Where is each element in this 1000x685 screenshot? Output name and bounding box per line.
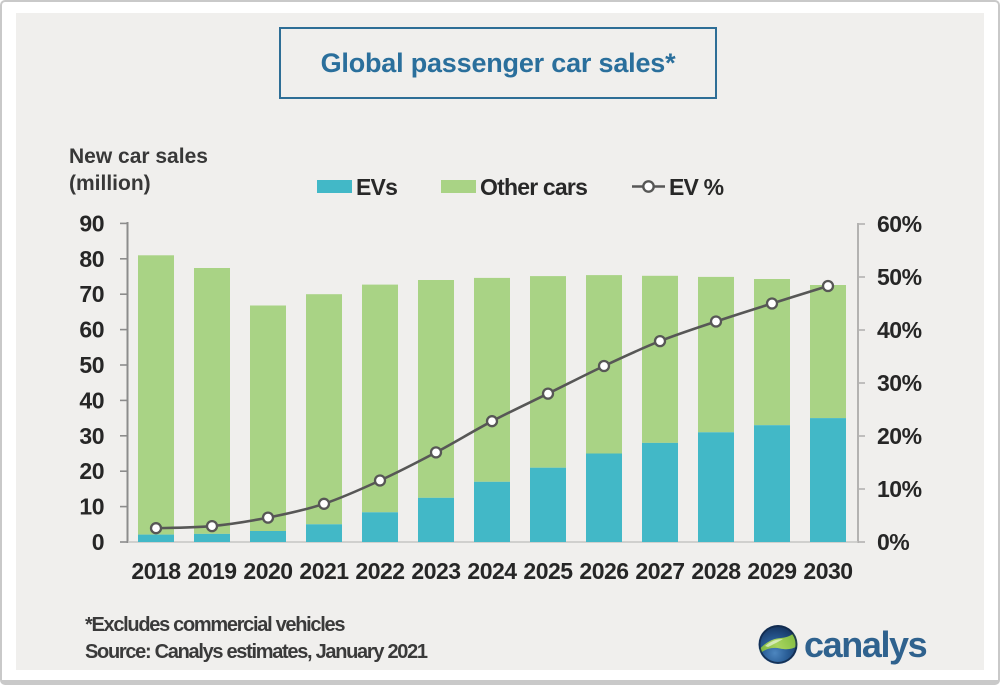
svg-text:10: 10	[79, 494, 104, 520]
svg-text:2020: 2020	[243, 558, 292, 584]
svg-text:2028: 2028	[691, 558, 741, 584]
svg-text:40%: 40%	[877, 317, 922, 343]
svg-text:30%: 30%	[877, 370, 922, 396]
svg-text:2019: 2019	[187, 558, 236, 584]
svg-text:80: 80	[79, 246, 104, 272]
svg-text:40: 40	[79, 387, 104, 413]
svg-text:20%: 20%	[877, 423, 922, 449]
svg-text:2029: 2029	[747, 558, 796, 584]
svg-text:20: 20	[79, 458, 104, 484]
svg-text:2021: 2021	[299, 558, 349, 584]
svg-text:60%: 60%	[877, 211, 922, 237]
svg-text:2027: 2027	[635, 558, 684, 584]
svg-text:2024: 2024	[467, 558, 517, 584]
svg-text:2030: 2030	[803, 558, 852, 584]
svg-text:90: 90	[79, 210, 104, 236]
svg-text:2026: 2026	[579, 558, 628, 584]
svg-text:2022: 2022	[355, 558, 404, 584]
svg-text:10%: 10%	[877, 476, 922, 502]
svg-text:60: 60	[79, 317, 104, 343]
svg-text:0%: 0%	[877, 529, 909, 555]
svg-text:2018: 2018	[131, 558, 181, 584]
svg-text:50%: 50%	[877, 264, 922, 290]
svg-text:30: 30	[79, 423, 104, 449]
svg-text:0: 0	[92, 529, 104, 555]
svg-text:2023: 2023	[411, 558, 460, 584]
svg-text:50: 50	[79, 352, 104, 378]
svg-text:2025: 2025	[523, 558, 573, 584]
svg-text:70: 70	[79, 281, 104, 307]
